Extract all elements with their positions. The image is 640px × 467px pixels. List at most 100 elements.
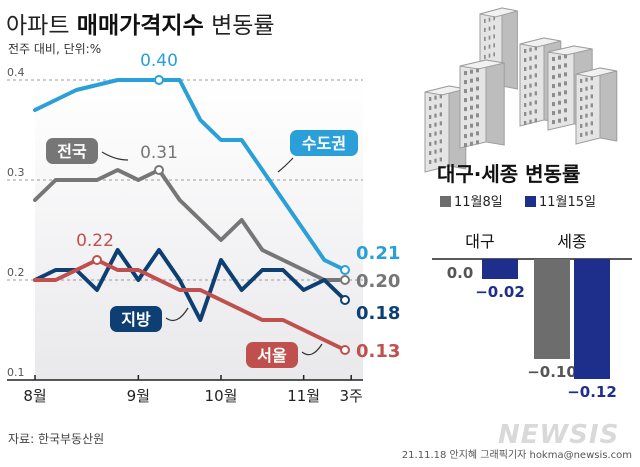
building-roof [519,37,561,48]
bar-chart-title: 대구·세종 변동률 [437,162,580,186]
building-window [464,116,467,121]
building-window [488,44,491,49]
building-window [429,97,432,101]
building-window [464,134,467,139]
building-window [434,149,437,154]
building-window [585,86,588,91]
bar [534,259,570,359]
building-window [564,117,567,122]
building-window [534,46,537,51]
building-window [429,142,432,146]
building-window [434,131,437,136]
building-window [484,18,486,23]
credit-line: 21.11.18 안지혜 그래픽기자 hokma@newsis.com [401,450,632,461]
building-window [464,80,467,85]
building-window [493,34,495,39]
building-window [558,118,561,123]
building-window [585,77,588,82]
bar [574,259,610,379]
building-window [580,79,583,83]
bar-category-label: 대구 [465,232,494,251]
series-tag-label: 수도권 [302,134,346,153]
building-window [524,103,527,107]
building-window [552,102,555,107]
legend-swatch [525,196,536,207]
building-window [488,53,491,58]
bar-category-label: 세종 [557,232,586,251]
building-window [429,106,432,110]
callout-line [101,151,129,161]
series-end-marker [340,275,350,285]
building-window [476,68,479,73]
bar-value-label: 0.0 [447,264,474,282]
x-tick-label: 9월 [127,387,150,405]
building-window [434,104,437,109]
building-window [585,95,588,100]
unit-note: 전주 대비, 단위:% [8,42,102,56]
end-value-label: 0.21 [356,243,400,264]
building-window [484,27,486,32]
building-window [524,49,527,53]
building-window [580,97,583,101]
building-window [558,55,561,60]
building-window [580,106,583,110]
building-window [470,96,473,101]
series-line [33,168,347,282]
building-window [564,99,567,104]
y-tick-label: 0.4 [7,66,25,79]
building-window [564,54,567,59]
building-window [524,112,527,116]
series-tag [110,306,162,332]
x-tick-label: 11월 [287,387,320,405]
page-title: 아파트 매매가격지수 변동률 [6,6,275,40]
building-window [529,56,532,61]
series-tag [46,138,98,164]
legend-label: 11월8일 [454,195,503,210]
y-tick-label: 0.2 [7,266,25,279]
building-window [476,113,479,118]
building-window [552,120,555,125]
bar-value-label: −0.10 [527,363,577,381]
building-window [580,115,583,119]
building-window [529,74,532,79]
building-window [476,95,479,100]
x-tick-label: 10월 [205,387,238,405]
building-window [484,45,486,50]
building-window [580,88,583,92]
building-window [476,140,479,145]
building-window [470,123,473,128]
building-window [429,151,432,155]
building-window [439,94,442,99]
series-end-marker [340,295,350,305]
building-window [590,94,593,99]
bar [482,259,518,279]
building-window [464,98,467,103]
building-window [476,131,479,136]
building-window [524,85,527,89]
series-tag-label: 전국 [57,142,87,161]
building-window [580,124,583,128]
building-window [585,113,588,118]
building-window [439,130,442,135]
building-window [585,122,588,127]
building-window [464,143,467,148]
building-window [585,104,588,109]
building-window [434,95,437,100]
building-window [580,133,583,137]
building-window [534,55,537,60]
building-window [476,77,479,82]
building-window [439,112,442,117]
building-roof [575,67,617,78]
building-window [590,85,593,90]
callout-line [301,343,323,356]
building-window [524,76,527,80]
building-window [558,73,561,78]
building-window [590,121,593,126]
building-window [552,57,555,62]
building-window [529,119,532,124]
building-window [493,25,495,30]
building-window [534,118,537,123]
building-window [434,122,437,127]
y-tick-label: 0.1 [7,366,25,379]
